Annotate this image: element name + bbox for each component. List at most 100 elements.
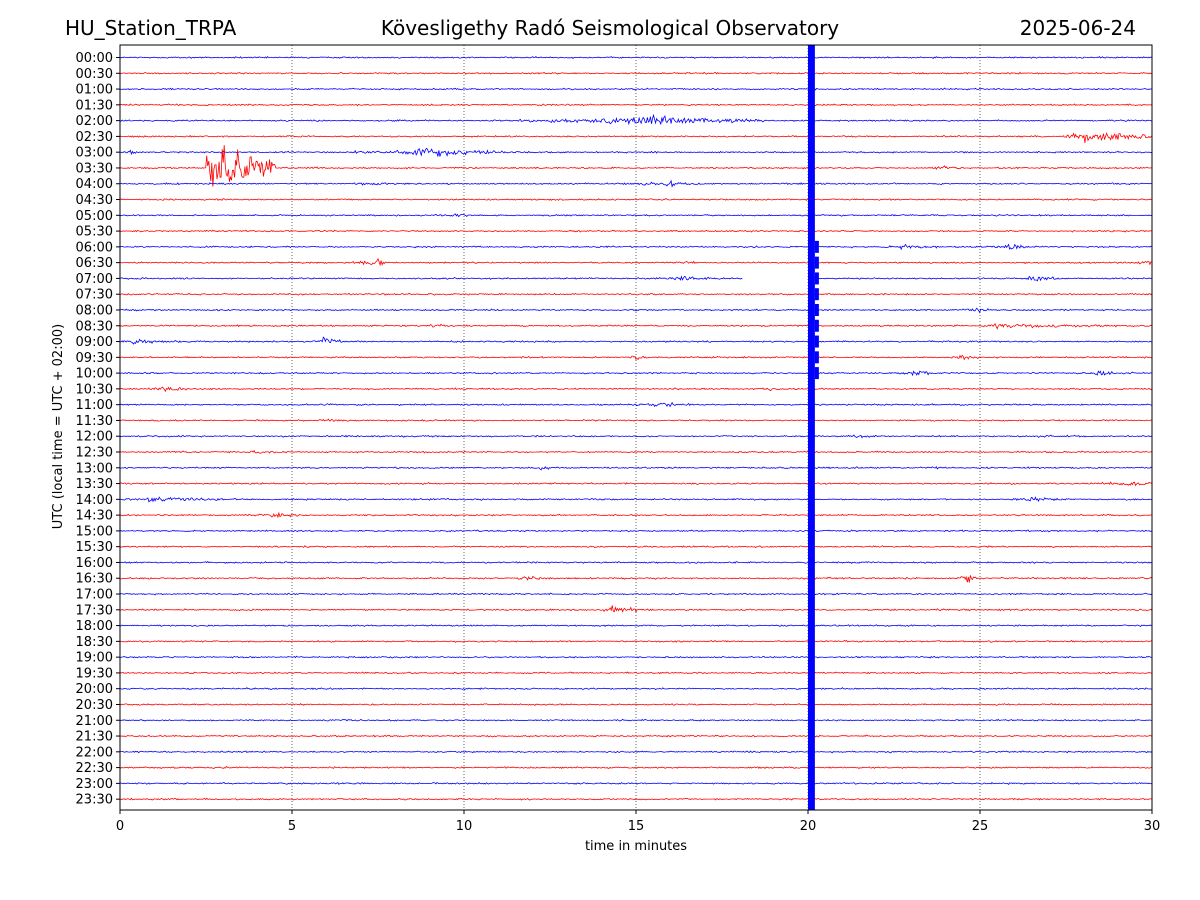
saturated-spill-10:00 (814, 367, 819, 380)
trace-04:00 (119, 179, 1153, 188)
trace-21:30 (119, 734, 1153, 738)
saturated-spill-09:30 (814, 351, 819, 364)
station-name: HU_Station_TRPA (65, 16, 237, 40)
saturated-band (808, 45, 815, 810)
trace-22:30 (119, 766, 1153, 770)
x-tick-label-20: 20 (800, 819, 817, 834)
x-tick-label-0: 0 (116, 819, 124, 834)
y-tick-label-01:30: 01:30 (76, 98, 113, 113)
y-tick-label-10:30: 10:30 (76, 382, 113, 397)
y-axis-label: UTC (local time = UTC + 02:00) (51, 324, 66, 529)
trace-04:30 (119, 197, 1153, 202)
trace-02:30 (119, 132, 1153, 144)
trace-13:00 (119, 466, 1153, 471)
grid-lines (291, 45, 981, 810)
y-tick-label-09:00: 09:00 (76, 335, 113, 350)
y-tick-label-17:00: 17:00 (76, 588, 113, 603)
trace-07:00 (119, 275, 1153, 282)
y-tick-label-01:00: 01:00 (76, 83, 113, 98)
chart-date: 2025-06-24 (1019, 16, 1136, 40)
trace-21:00 (119, 718, 1153, 722)
x-tick-label-10: 10 (456, 819, 473, 834)
trace-layer (119, 55, 1153, 801)
y-tick-label-06:30: 06:30 (76, 256, 113, 271)
y-tick-label-22:00: 22:00 (76, 745, 113, 760)
x-tick-label-5: 5 (288, 819, 296, 834)
y-tick-label-11:30: 11:30 (76, 414, 113, 429)
trace-18:00 (119, 624, 1153, 628)
y-tick-label-22:30: 22:30 (76, 761, 113, 776)
y-tick-label-03:00: 03:00 (76, 146, 113, 161)
trace-19:00 (119, 655, 1153, 659)
y-tick-label-23:30: 23:30 (76, 793, 113, 808)
trace-12:30 (119, 449, 1153, 454)
y-tick-label-20:00: 20:00 (76, 682, 113, 697)
y-tick-label-07:30: 07:30 (76, 288, 113, 303)
trace-02:00 (119, 113, 1153, 126)
y-tick-label-14:30: 14:30 (76, 509, 113, 524)
trace-09:00 (119, 336, 1153, 345)
trace-05:00 (119, 213, 1153, 218)
y-tick-label-08:30: 08:30 (76, 319, 113, 334)
y-tick-label-00:00: 00:00 (76, 51, 113, 66)
y-tick-label-04:30: 04:30 (76, 193, 113, 208)
trace-08:00 (119, 307, 1153, 314)
trace-03:00 (119, 147, 1153, 157)
y-tick-label-09:30: 09:30 (76, 351, 113, 366)
y-tick-label-00:30: 00:30 (76, 67, 113, 82)
trace-06:00 (119, 243, 1153, 251)
trace-20:00 (119, 687, 1153, 691)
trace-03:30 (119, 145, 1153, 187)
chart-title: Kövesligethy Radó Seismological Observat… (380, 16, 840, 40)
y-tick-label-17:30: 17:30 (76, 603, 113, 618)
saturated-spill-08:30 (814, 319, 819, 332)
y-tick-label-08:00: 08:00 (76, 303, 113, 318)
y-tick-label-12:30: 12:30 (76, 446, 113, 461)
trace-22:00 (119, 750, 1153, 754)
y-tick-label-19:00: 19:00 (76, 651, 113, 666)
y-tick-label-21:30: 21:30 (76, 730, 113, 745)
y-tick-label-19:30: 19:30 (76, 666, 113, 681)
y-tick-label-16:30: 16:30 (76, 572, 113, 587)
y-tick-label-14:00: 14:00 (76, 493, 113, 508)
trace-18:30 (119, 639, 1153, 643)
saturated-spill-09:00 (814, 335, 819, 348)
y-axis-ticks: 00:0000:3001:0001:3002:0002:3003:0003:30… (76, 51, 120, 808)
saturated-spill-08:00 (814, 303, 819, 316)
trace-20:30 (119, 702, 1153, 707)
x-tick-label-30: 30 (1144, 819, 1161, 834)
saturated-spill-06:30 (814, 256, 819, 269)
y-tick-label-11:00: 11:00 (76, 398, 113, 413)
y-tick-label-13:00: 13:00 (76, 461, 113, 476)
trace-14:00 (119, 496, 1153, 503)
trace-17:30 (119, 605, 1153, 614)
x-tick-label-25: 25 (972, 819, 989, 834)
y-tick-label-20:30: 20:30 (76, 698, 113, 713)
trace-05:30 (119, 229, 1152, 233)
saturation-band-layer (808, 45, 819, 810)
y-tick-label-16:00: 16:00 (76, 556, 113, 571)
y-tick-label-23:00: 23:00 (76, 777, 113, 792)
y-tick-label-21:00: 21:00 (76, 714, 113, 729)
trace-10:30 (119, 386, 1153, 393)
trace-23:00 (119, 781, 1152, 786)
y-tick-label-18:00: 18:00 (76, 619, 113, 634)
saturated-spill-06:00 (814, 240, 819, 253)
trace-13:30 (119, 481, 1153, 487)
trace-17:00 (119, 592, 1153, 596)
y-tick-label-02:00: 02:00 (76, 114, 113, 129)
y-tick-label-10:00: 10:00 (76, 367, 113, 382)
y-tick-label-12:00: 12:00 (76, 430, 113, 445)
y-tick-label-03:30: 03:30 (76, 161, 113, 176)
saturated-spill-07:30 (814, 288, 819, 301)
trace-23:30 (119, 797, 1153, 801)
x-axis-label: time in minutes (585, 839, 687, 854)
y-tick-label-15:30: 15:30 (76, 540, 113, 555)
x-axis-ticks: 0 5 10 15 20 25 30 (116, 810, 1160, 834)
y-tick-label-04:00: 04:00 (76, 177, 113, 192)
trace-14:30 (119, 511, 1153, 519)
trace-12:00 (119, 434, 1153, 439)
y-tick-label-05:00: 05:00 (76, 209, 113, 224)
y-tick-label-13:30: 13:30 (76, 477, 113, 492)
